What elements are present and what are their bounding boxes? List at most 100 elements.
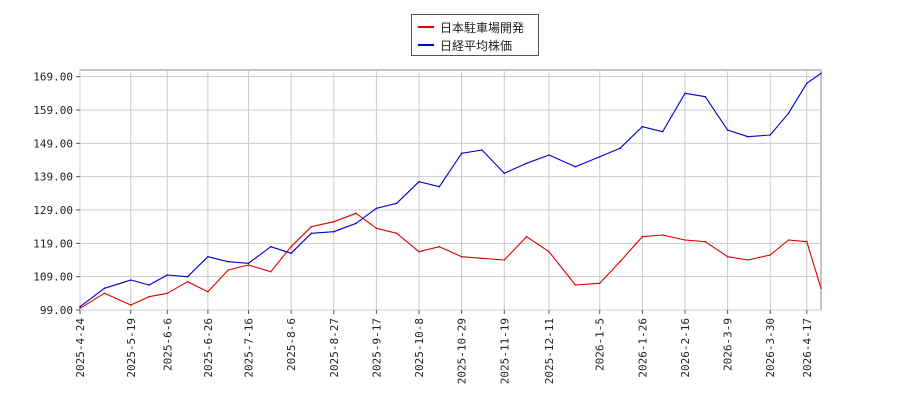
data-point: [481, 257, 483, 260]
legend-item-series-2: 日経平均株価: [418, 37, 512, 53]
data-point: [574, 284, 577, 286]
x-tick-label: 2025-9-17: [370, 318, 383, 378]
data-point: [418, 180, 420, 183]
x-tick-label: 2025-6-6: [161, 318, 174, 371]
data-point: [148, 284, 150, 286]
x-tick-label: 2025-12-11: [543, 318, 556, 384]
x-tick-label: 2025-11-19: [498, 318, 511, 384]
data-point: [684, 92, 686, 95]
data-point: [598, 282, 601, 285]
data-point: [186, 275, 189, 278]
data-point: [726, 255, 729, 258]
data-point: [460, 255, 463, 258]
data-point: [79, 305, 81, 308]
legend-item-series-1: 日本駐車場開発: [418, 19, 524, 35]
data-point: [787, 112, 790, 115]
data-point: [310, 225, 313, 228]
x-tick-label: 2025-6-26: [202, 318, 215, 378]
data-point: [227, 269, 229, 271]
y-tick-label: 129.00: [33, 204, 73, 217]
data-point: [726, 129, 729, 131]
data-point: [395, 232, 398, 235]
y-tick-label: 139.00: [33, 171, 73, 184]
series-line-2: [79, 72, 822, 308]
data-point: [806, 240, 808, 243]
x-tick-label: 2026-3-9: [722, 318, 735, 371]
data-point: [704, 240, 707, 243]
data-point: [103, 287, 106, 290]
data-point: [548, 154, 550, 156]
x-tick-label: 2025-10-8: [413, 318, 426, 378]
data-point: [661, 130, 664, 133]
y-tick-label: 159.00: [33, 104, 73, 117]
data-point: [481, 149, 483, 151]
data-point: [166, 274, 169, 276]
data-point: [438, 185, 441, 188]
x-tick-label: 2025-10-29: [456, 318, 469, 384]
data-point: [247, 264, 250, 266]
legend-swatch-blue: [418, 44, 434, 46]
data-point: [355, 212, 357, 215]
data-point: [79, 307, 81, 310]
y-tick-label: 119.00: [33, 237, 73, 250]
data-point: [375, 227, 378, 230]
data-point: [619, 260, 621, 263]
x-axis: 2025-4-24 2025-5-19 2025-6-6 2025-6-26 2025-…: [74, 310, 814, 384]
data-point: [290, 245, 292, 248]
plot-area: [79, 69, 822, 311]
x-tick-label: 2026-4-17: [801, 318, 814, 378]
x-tick-label: 2026-2-16: [679, 318, 692, 378]
data-point: [395, 202, 398, 205]
data-point: [820, 72, 822, 75]
x-tick-label: 2026-1-5: [594, 318, 607, 371]
y-tick-label: 99.00: [40, 304, 73, 317]
legend-label: 日経平均株価: [440, 38, 513, 53]
data-point: [598, 155, 601, 158]
data-point: [333, 220, 335, 223]
x-tick-label: 2025-4-24: [74, 318, 87, 378]
data-point: [310, 232, 313, 235]
data-point: [460, 152, 463, 155]
data-point: [747, 135, 749, 138]
data-point: [207, 255, 209, 258]
y-axis: 99.00 109.00 119.00 129.00 139.00 149.00 159.0…: [33, 71, 80, 317]
data-point: [270, 245, 272, 248]
data-point: [375, 207, 378, 210]
data-point: [333, 230, 335, 233]
x-tick-label: 2025-8-27: [328, 318, 341, 378]
data-point: [130, 304, 132, 306]
x-tick-label: 2025-7-16: [243, 318, 256, 378]
data-point: [787, 239, 790, 241]
data-point: [548, 250, 550, 253]
data-point: [130, 279, 132, 281]
data-point: [574, 165, 577, 168]
x-tick-label: 2025-5-19: [125, 318, 138, 378]
data-point: [355, 222, 357, 225]
data-point: [641, 235, 644, 238]
data-point: [270, 270, 272, 273]
data-point: [438, 245, 441, 248]
data-point: [525, 235, 528, 238]
data-point: [166, 292, 169, 295]
legend-label: 日本駐車場開発: [440, 20, 525, 35]
data-point: [503, 259, 506, 261]
data-point: [290, 252, 292, 255]
data-point: [769, 254, 771, 256]
gridlines: [79, 70, 821, 311]
data-point: [704, 95, 707, 98]
data-point: [227, 260, 229, 263]
x-tick-label: 2026-3-30: [764, 318, 777, 378]
data-point: [619, 147, 621, 150]
series-line-1: [79, 212, 822, 309]
data-point: [641, 125, 644, 128]
x-tick-label: 2025-8-6: [285, 318, 298, 371]
data-point: [769, 134, 771, 136]
data-point: [148, 295, 150, 298]
legend-swatch-red: [418, 26, 434, 28]
x-tick-label: 2026-1-26: [636, 318, 649, 378]
data-point: [820, 287, 822, 290]
data-point: [186, 280, 189, 283]
data-point: [661, 234, 664, 236]
data-point: [418, 250, 420, 253]
